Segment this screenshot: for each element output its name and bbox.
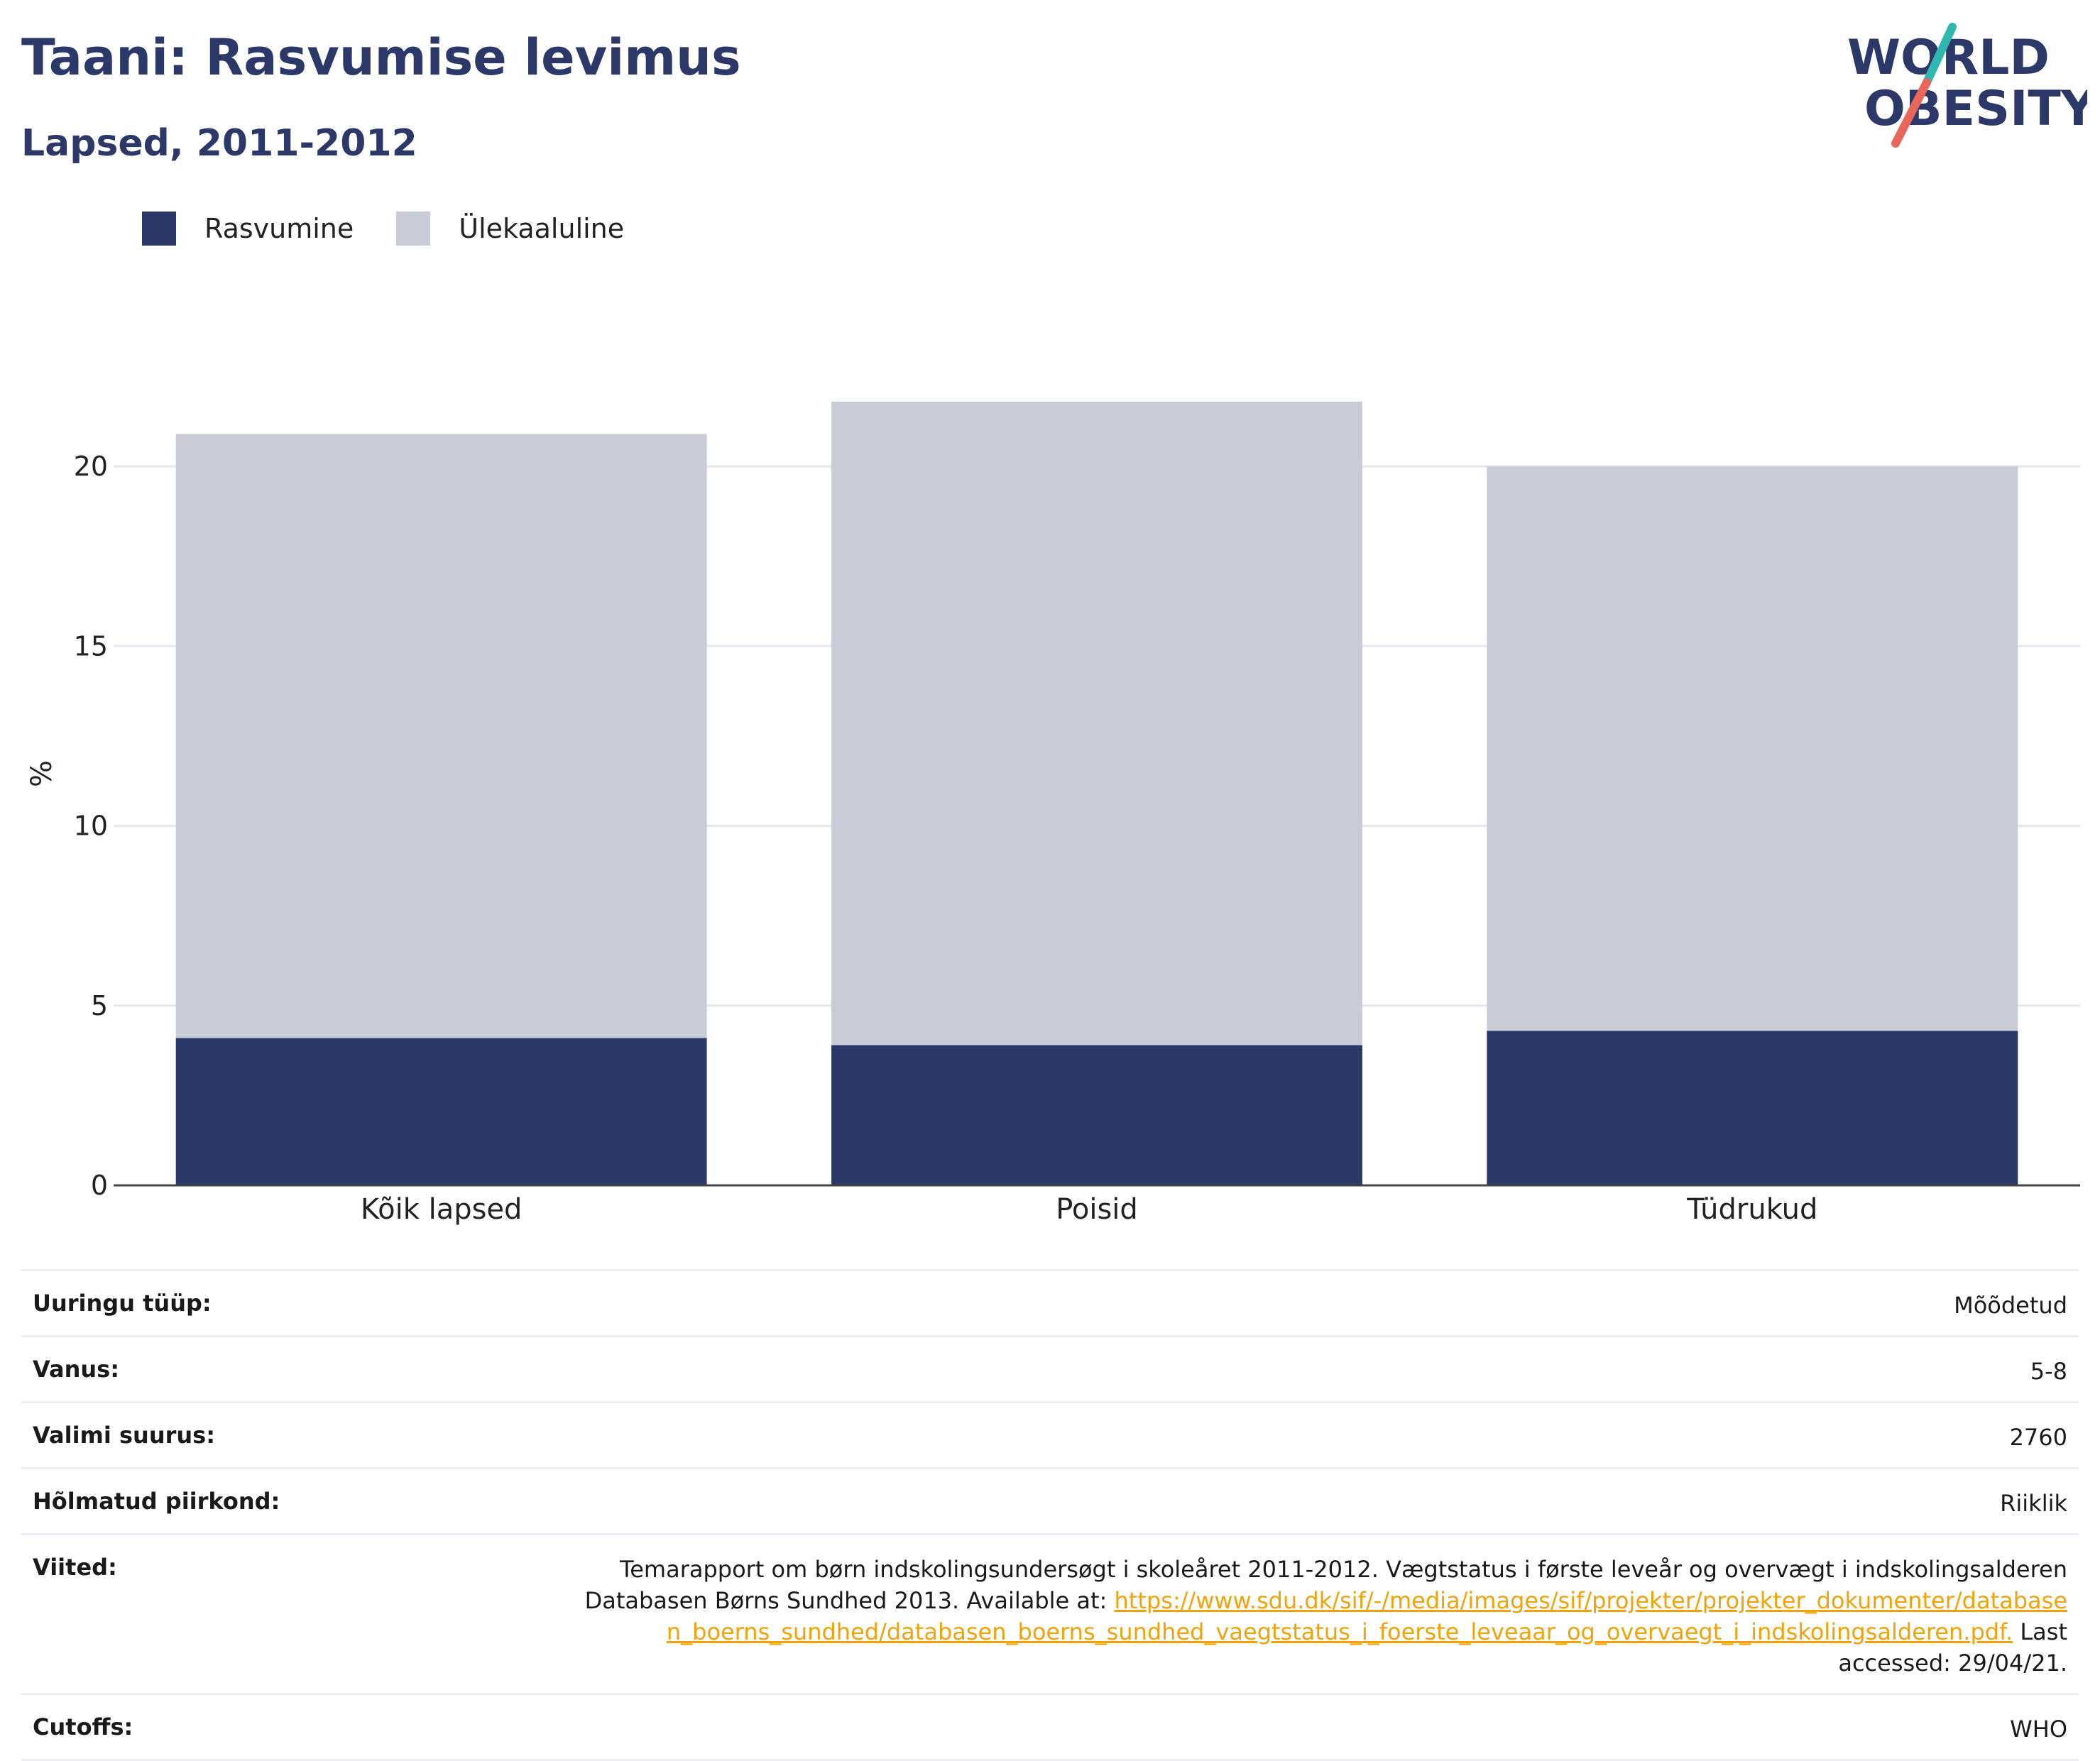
bar-ulekaaluline bbox=[175, 434, 707, 1038]
meta-value: Mõõdetud bbox=[1954, 1292, 2067, 1319]
legend-item-ulekaaluline[interactable]: Ülekaaluline bbox=[396, 212, 624, 246]
bar-ulekaaluline bbox=[831, 401, 1362, 1046]
y-tick-label: 20 bbox=[74, 451, 108, 482]
bar-rasvumine bbox=[1487, 1031, 2018, 1185]
page-subtitle: Lapsed, 2011-2012 bbox=[21, 122, 417, 165]
legend-swatch-rasvumine bbox=[142, 212, 176, 246]
bar-ulekaaluline bbox=[1487, 466, 2018, 1031]
y-tick-label: 15 bbox=[74, 630, 108, 662]
bar-rasvumine bbox=[175, 1038, 707, 1185]
y-tick-label: 0 bbox=[91, 1170, 108, 1201]
legend-swatch-ulekaaluline bbox=[396, 212, 431, 246]
references-text-after: Last accessed: 29/04/21. bbox=[1838, 1618, 2067, 1677]
meta-label: Uuringu tüüp: bbox=[33, 1290, 212, 1317]
legend-label-rasvumine: Rasvumine bbox=[204, 213, 354, 244]
meta-label: Viited: bbox=[33, 1554, 117, 1581]
meta-value: WHO bbox=[2010, 1716, 2067, 1743]
meta-value: Riiklik bbox=[2000, 1490, 2067, 1517]
references-text: Temarapport om børn indskolingsundersøgt… bbox=[576, 1554, 2067, 1679]
x-tick-label: Kõik lapsed bbox=[361, 1193, 523, 1226]
logo-slash-teal bbox=[1923, 23, 1957, 87]
meta-row-survey-type: Uuringu tüüp: Mõõdetud bbox=[21, 1269, 2079, 1335]
metadata-table: Uuringu tüüp: Mõõdetud Vanus: 5-8 Valimi… bbox=[21, 1269, 2079, 1761]
meta-row-references: Viited: Temarapport om børn indskolingsu… bbox=[21, 1533, 2079, 1693]
meta-row-sample-size: Valimi suurus: 2760 bbox=[21, 1401, 2079, 1467]
chart-legend: Rasvumine Ülekaaluline bbox=[142, 212, 667, 246]
meta-row-cutoffs: Cutoffs: WHO bbox=[21, 1693, 2079, 1761]
meta-row-age: Vanus: 5-8 bbox=[21, 1335, 2079, 1401]
meta-row-region: Hõlmatud piirkond: Riiklik bbox=[21, 1467, 2079, 1533]
logo-text-obesity: OBESITY bbox=[1864, 81, 2087, 137]
y-tick-label: 10 bbox=[74, 811, 108, 842]
meta-label: Hõlmatud piirkond: bbox=[33, 1488, 280, 1515]
references-text-before: Temarapport om børn indskolingsundersøgt… bbox=[584, 1556, 2067, 1614]
y-axis-label: % bbox=[26, 760, 58, 787]
page-title: Taani: Rasvumise levimus bbox=[21, 28, 741, 87]
legend-item-rasvumine[interactable]: Rasvumine bbox=[142, 212, 354, 246]
meta-label: Cutoffs: bbox=[33, 1713, 133, 1740]
x-tick-label: Tüdrukud bbox=[1686, 1193, 1817, 1226]
references-link[interactable]: https://www.sdu.dk/sif/-/media/images/si… bbox=[666, 1587, 2067, 1645]
meta-label: Vanus: bbox=[33, 1356, 120, 1383]
x-tick-label: Poisid bbox=[1056, 1193, 1138, 1226]
world-obesity-logo: WORLD OBESITY bbox=[1847, 23, 2087, 148]
meta-value: 2760 bbox=[2009, 1424, 2067, 1451]
meta-value: 5-8 bbox=[2030, 1358, 2067, 1385]
y-tick-label: 5 bbox=[91, 990, 108, 1021]
bar-rasvumine bbox=[831, 1045, 1362, 1185]
legend-label-ulekaaluline: Ülekaaluline bbox=[459, 213, 625, 244]
meta-label: Valimi suurus: bbox=[33, 1422, 216, 1449]
stacked-bar-chart: 0 5 10 15 20% Kõik lapsed Poisid Tüdrukud bbox=[26, 401, 2080, 1226]
logo-slash-coral bbox=[1891, 78, 1931, 148]
